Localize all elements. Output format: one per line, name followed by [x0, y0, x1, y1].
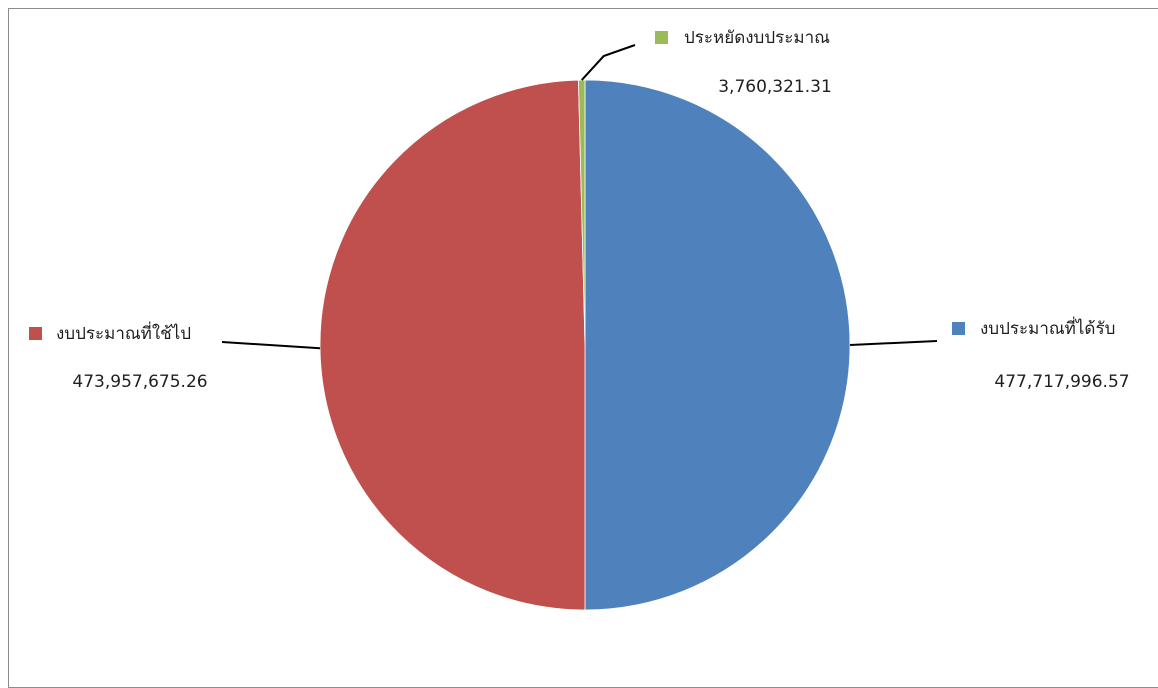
leader-line-0: [849, 340, 938, 346]
slice-1-label: งบประมาณที่ใช้ไป: [56, 321, 191, 344]
slice-0-label: งบประมาณที่ได้รับ: [980, 316, 1115, 339]
slice-0-value: 477,717,996.57: [994, 372, 1129, 392]
leader-line-1: [221, 341, 321, 350]
slice-1-value: 473,957,675.26: [72, 372, 207, 392]
pie-slices: [319, 79, 851, 611]
slice-2-color-key: [655, 31, 668, 44]
leader-line-2: [580, 44, 636, 81]
slice-2-label: ประหยัดงบประมาณ: [684, 28, 830, 48]
leader-lines: [221, 44, 938, 350]
slice-1-color-key: [29, 327, 42, 340]
pie-slice-0: [584, 79, 851, 611]
slice-2-value: 3,760,321.31: [718, 77, 832, 97]
slice-0-color-key: [952, 322, 965, 335]
pie-slice-1: [319, 79, 586, 611]
